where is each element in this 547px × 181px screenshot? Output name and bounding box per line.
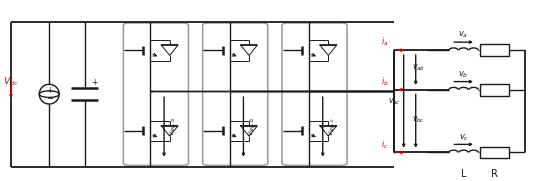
Text: $v_{ab}$: $v_{ab}$ xyxy=(412,63,425,73)
Text: $V_{dc}$: $V_{dc}$ xyxy=(3,75,18,88)
Bar xyxy=(480,147,509,158)
Bar xyxy=(480,44,509,56)
Bar xyxy=(480,84,509,96)
Text: +: + xyxy=(91,78,98,87)
Text: $v_c$: $v_c$ xyxy=(458,132,469,143)
Text: $i_a$: $i_a$ xyxy=(381,36,388,49)
Text: R: R xyxy=(491,169,498,179)
Text: $v_{ac}$: $v_{ac}$ xyxy=(388,96,401,107)
Text: $v_b$: $v_b$ xyxy=(458,69,469,80)
Text: $i_b$: $i_b$ xyxy=(381,75,388,88)
Text: $i_c$: $i_c$ xyxy=(381,138,388,151)
Text: $v_a$: $v_a$ xyxy=(458,30,469,40)
Text: +: + xyxy=(46,86,53,95)
Text: $v_{bc}$: $v_{bc}$ xyxy=(412,114,425,125)
Text: −: − xyxy=(46,94,53,103)
Text: $v_{leg,c}$: $v_{leg,c}$ xyxy=(327,117,337,136)
Text: L: L xyxy=(461,169,467,179)
Text: $v_{leg,b}$: $v_{leg,b}$ xyxy=(248,117,258,136)
Text: $v_{leg,a}$: $v_{leg,a}$ xyxy=(168,117,179,136)
